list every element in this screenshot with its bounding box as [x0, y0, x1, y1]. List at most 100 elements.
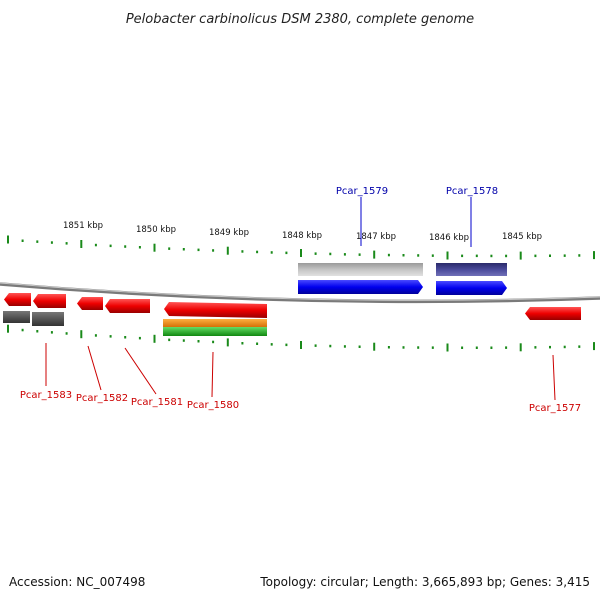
- upper-scale-minor-tick: [343, 253, 346, 256]
- upper-scale-minor-tick: [461, 254, 464, 258]
- lower-scale-minor-tick: [168, 338, 171, 342]
- upper-tick-scale: [7, 235, 595, 260]
- gene-label-pcar-1581[interactable]: Pcar_1581: [131, 397, 183, 408]
- lower-scale-major-tick: [446, 343, 449, 352]
- gene-pcar-1580-green-feature[interactable]: [163, 327, 267, 336]
- upper-scale-minor-tick: [563, 254, 566, 257]
- upper-scale-minor-tick: [417, 254, 420, 257]
- scale-label-1851: 1851 kbp: [63, 221, 103, 231]
- lower-scale-minor-tick: [94, 334, 97, 337]
- lower-scale-major-tick: [80, 330, 83, 339]
- upper-scale-minor-tick: [182, 248, 185, 251]
- gene-pcar-1583a-feature[interactable]: [3, 311, 30, 323]
- gene-label-pcar-1583[interactable]: Pcar_1583: [20, 390, 72, 401]
- upper-scale-minor-tick: [329, 252, 332, 256]
- gene-label-pcar-1577[interactable]: Pcar_1577: [529, 403, 581, 414]
- lower-scale-minor-tick: [212, 340, 215, 344]
- gene-label-pcar-1580[interactable]: Pcar_1580: [187, 400, 239, 411]
- lower-scale-minor-tick: [109, 335, 112, 338]
- scale-label-1849: 1849 kbp: [209, 228, 249, 238]
- lower-scale-minor-tick: [50, 331, 53, 334]
- upper-scale-minor-tick: [358, 253, 361, 256]
- gene-pcar-1578-feature[interactable]: [436, 263, 507, 276]
- lower-scale-major-tick: [519, 343, 522, 352]
- upper-scale-minor-tick: [109, 244, 112, 248]
- leader-line-pcar-1580: [211, 351, 214, 398]
- lower-scale-minor-tick: [402, 346, 405, 349]
- gene-pcar-1583b-arrow[interactable]: [33, 294, 66, 308]
- gene-pcar-1583a-arrow[interactable]: [4, 293, 31, 306]
- scale-label-1846: 1846 kbp: [429, 233, 469, 243]
- genome-summary-text: Topology: circular; Length: 3,665,893 bp…: [259, 575, 590, 589]
- upper-scale-minor-tick: [168, 247, 171, 250]
- upper-scale-minor-tick: [65, 242, 68, 245]
- upper-scale-major-tick: [300, 249, 302, 257]
- upper-scale-minor-tick: [402, 254, 405, 257]
- upper-scale-minor-tick: [212, 249, 215, 252]
- gene-pcar-1581-arrow[interactable]: [105, 299, 150, 313]
- gene-pcar-1578-arrow[interactable]: [436, 281, 507, 295]
- scale-labels: 1851 kbp 1850 kbp 1849 kbp 1848 kbp 1847…: [63, 221, 542, 243]
- accession-text: Accession: NC_007498: [9, 575, 145, 589]
- lower-scale-minor-tick: [549, 345, 551, 349]
- lower-scale-minor-tick: [21, 328, 24, 332]
- upper-scale-major-tick: [80, 240, 83, 248]
- scale-label-1847: 1847 kbp: [356, 232, 396, 242]
- lower-tick-scale: [7, 324, 595, 352]
- upper-scale-minor-tick: [94, 243, 97, 247]
- lower-scale-major-tick: [593, 342, 595, 351]
- upper-scale-major-tick: [226, 246, 229, 255]
- upper-scale-minor-tick: [36, 240, 39, 243]
- gene-label-pcar-1578[interactable]: Pcar_1578: [446, 186, 498, 197]
- scale-label-1850: 1850 kbp: [136, 225, 176, 235]
- lower-scale-minor-tick: [314, 344, 317, 347]
- lower-scale-major-tick: [7, 324, 9, 333]
- lower-scale-minor-tick: [256, 342, 259, 345]
- upper-scale-major-tick: [7, 235, 9, 244]
- lower-scale-minor-tick: [358, 345, 361, 348]
- lower-scale-minor-tick: [475, 346, 478, 349]
- scale-label-1845: 1845 kbp: [502, 232, 542, 242]
- map-title: Pelobacter carbinolicus DSM 2380, comple…: [126, 12, 474, 27]
- lower-scale-minor-tick: [329, 344, 332, 348]
- upper-scale-minor-tick: [534, 254, 537, 258]
- gene-pcar-1580-arrow[interactable]: [164, 302, 267, 318]
- gene-label-pcar-1582[interactable]: Pcar_1582: [76, 393, 128, 404]
- lower-scale-major-tick: [226, 338, 229, 347]
- lower-scale-minor-tick: [241, 342, 244, 345]
- upper-scale-minor-tick: [124, 245, 127, 248]
- upper-scale-minor-tick: [387, 253, 390, 257]
- upper-scale-minor-tick: [314, 252, 317, 255]
- lower-scale-minor-tick: [65, 332, 68, 335]
- lower-scale-major-tick: [153, 334, 156, 343]
- upper-scale-minor-tick: [50, 241, 53, 244]
- lower-scale-major-tick: [373, 342, 376, 351]
- lower-scale-minor-tick: [343, 345, 346, 348]
- gene-pcar-1583b-feature[interactable]: [32, 312, 64, 326]
- lower-scale-minor-tick: [563, 345, 566, 349]
- gene-pcar-1582-arrow[interactable]: [77, 297, 103, 310]
- gene-pcar-1579-feature[interactable]: [298, 263, 423, 276]
- lower-scale-minor-tick: [36, 330, 39, 333]
- lower-scale-major-tick: [300, 341, 302, 349]
- upper-scale-major-tick: [593, 251, 595, 260]
- upper-scale-minor-tick: [241, 250, 244, 253]
- upper-scale-minor-tick: [197, 248, 200, 252]
- lower-scale-minor-tick: [534, 346, 537, 349]
- gene-pcar-1577-arrow[interactable]: [525, 307, 581, 320]
- upper-scale-major-tick: [446, 251, 449, 260]
- gene-label-pcar-1579[interactable]: Pcar_1579: [336, 186, 388, 197]
- lower-scale-minor-tick: [490, 346, 493, 349]
- lower-scale-minor-tick: [387, 346, 390, 349]
- lower-scale-minor-tick: [505, 346, 508, 349]
- upper-scale-minor-tick: [549, 254, 551, 257]
- lower-scale-minor-tick: [270, 343, 273, 346]
- gene-pcar-1579-arrow[interactable]: [298, 280, 423, 294]
- upper-scale-minor-tick: [490, 254, 493, 258]
- upper-scale-minor-tick: [578, 254, 581, 257]
- scale-label-1848: 1848 kbp: [282, 231, 322, 241]
- gene-pcar-1580-orange-feature[interactable]: [163, 319, 267, 328]
- leader-line-pcar-1582: [87, 345, 102, 391]
- upper-scale-minor-tick: [505, 254, 508, 258]
